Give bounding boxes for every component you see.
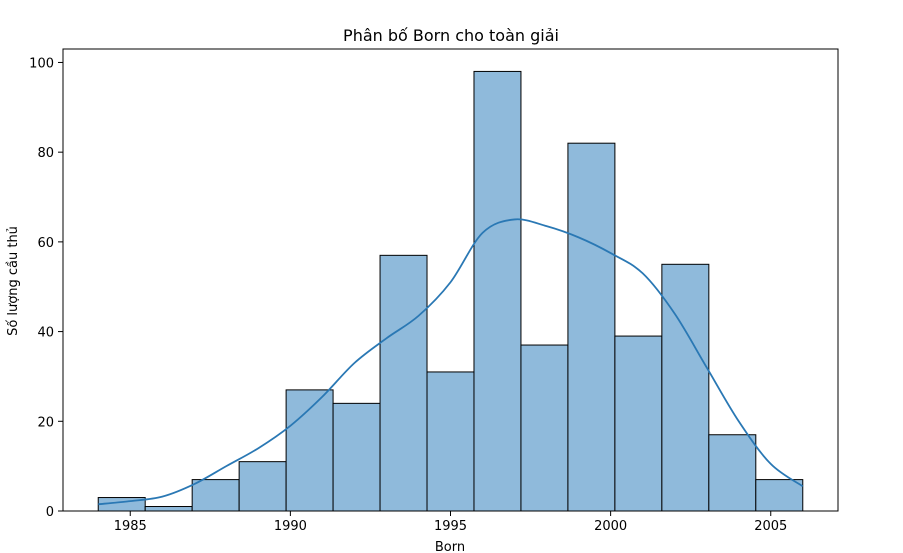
x-tick-label: 2005 xyxy=(754,519,787,534)
x-tick-label: 1985 xyxy=(114,519,147,534)
x-tick-label: 1990 xyxy=(274,519,307,534)
histogram-bar xyxy=(426,371,475,512)
y-tick-label: 80 xyxy=(37,146,54,161)
histogram-bar xyxy=(520,344,569,512)
histogram-bar xyxy=(473,70,522,512)
histogram-bar xyxy=(567,142,616,512)
histogram-bar xyxy=(332,402,381,512)
x-tick-label: 2000 xyxy=(594,519,627,534)
y-axis-ticks: 0 20 40 60 80 100 xyxy=(29,56,63,520)
y-axis-label: Số lượng cầu thủ xyxy=(6,226,21,336)
histogram-bar xyxy=(661,263,710,512)
y-tick-label: 40 xyxy=(37,326,54,341)
histogram-bar xyxy=(238,461,287,512)
histogram-bar xyxy=(191,479,240,512)
x-axis-ticks: 1985 1990 1995 2000 2005 xyxy=(114,511,787,534)
x-axis-label: Born xyxy=(435,540,465,553)
y-tick-label: 60 xyxy=(37,236,54,251)
x-tick-label: 1995 xyxy=(434,519,467,534)
y-tick-label: 0 xyxy=(46,505,54,520)
kde-curve xyxy=(98,218,804,506)
y-tick-label: 20 xyxy=(37,415,54,430)
histogram-bar xyxy=(708,434,757,512)
histogram-bar xyxy=(379,254,428,512)
histogram-bar xyxy=(614,335,663,512)
y-tick-label: 100 xyxy=(29,56,54,71)
histogram-bar xyxy=(144,506,193,512)
histogram-bar xyxy=(755,479,804,512)
chart-title: Phân bố Born cho toàn giải xyxy=(343,26,559,45)
